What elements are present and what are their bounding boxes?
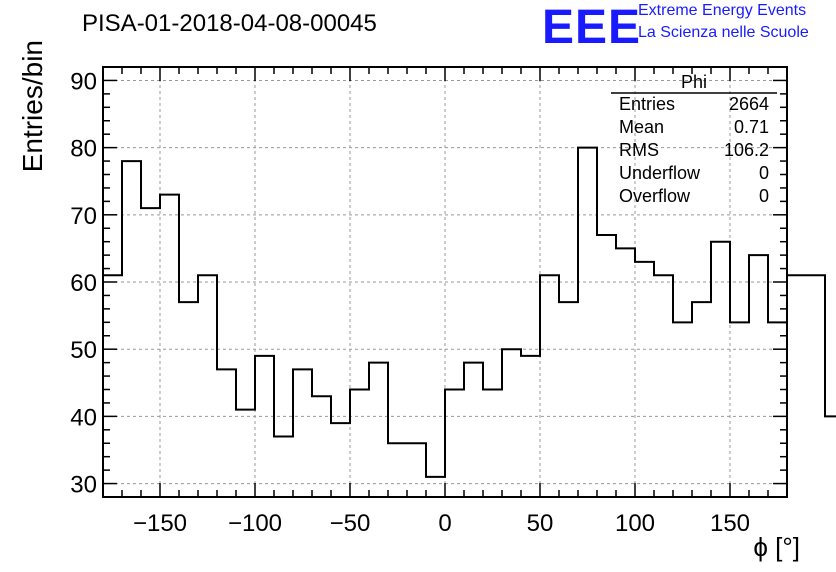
y-tick-label: 50 [70, 337, 97, 364]
histogram-bin [236, 410, 255, 497]
y-tick-label: 30 [70, 472, 97, 499]
stats-value: 2664 [729, 94, 769, 114]
histogram-bin [274, 437, 293, 497]
histogram-bin [122, 161, 141, 497]
stats-value: 0 [759, 163, 769, 183]
histogram-bin [502, 349, 521, 497]
histogram-bin [673, 322, 692, 497]
histogram-bin [464, 363, 483, 497]
histogram-bin [331, 423, 350, 497]
logo-line-2: La Scienza nelle Scuole [638, 24, 809, 41]
histogram-bin [825, 416, 836, 497]
stats-value: 0 [759, 186, 769, 206]
histogram-outline [102, 146, 836, 497]
chart-title: PISA-01-2018-04-08-00045 [82, 10, 377, 37]
histogram-bin [312, 396, 331, 497]
histogram-bin [749, 255, 768, 497]
histogram-bin [578, 148, 597, 497]
eee-logo: EEE [542, 1, 642, 54]
x-tick-label: 150 [710, 510, 750, 537]
y-tick-label: 60 [70, 270, 97, 297]
stats-label: Overflow [619, 186, 691, 206]
x-tick-label: −100 [228, 510, 282, 537]
histogram-bin [597, 235, 616, 497]
histogram-bin [179, 302, 198, 497]
y-tick-label: 80 [70, 136, 97, 163]
histogram-bin [787, 275, 806, 497]
stats-label: Entries [619, 94, 675, 114]
histogram-bin [293, 369, 312, 497]
y-tick-label: 70 [70, 203, 97, 230]
histogram-bin [806, 275, 825, 497]
x-axis-label: ϕ [°] [753, 532, 800, 562]
histogram-bin [217, 369, 236, 497]
x-tick-label: 0 [438, 510, 451, 537]
x-tick-label: 50 [527, 510, 554, 537]
histogram-bin [559, 302, 578, 497]
histogram-bin [654, 275, 673, 497]
x-tick-label: −150 [133, 510, 187, 537]
x-tick-label: −50 [330, 510, 371, 537]
x-tick-label: 100 [615, 510, 655, 537]
histogram-bin [711, 242, 730, 497]
y-tick-label: 40 [70, 404, 97, 431]
stats-name: Phi [681, 72, 707, 92]
histogram-bin [160, 195, 179, 497]
histogram-bin [521, 356, 540, 497]
histogram-bin [445, 390, 464, 498]
y-axis-label: Entries/bin [17, 40, 48, 172]
histogram-bin [388, 443, 407, 497]
logo-line-1: Extreme Energy Events [638, 2, 807, 19]
stats-value: 0.71 [734, 117, 769, 137]
histogram-bin [540, 275, 559, 497]
histogram-bin [692, 302, 711, 497]
histogram-bin [369, 363, 388, 497]
histogram-bin [407, 443, 426, 497]
histogram-bin [141, 208, 160, 497]
stats-label: RMS [619, 140, 659, 160]
stats-label: Mean [619, 117, 664, 137]
histogram-bin [730, 322, 749, 497]
histogram-bin [616, 248, 635, 497]
histogram-bin [635, 262, 654, 497]
histogram-bin [426, 477, 445, 497]
histogram-bin [350, 390, 369, 498]
y-tick-label: 90 [70, 68, 97, 95]
histogram-bin [483, 390, 502, 498]
histogram-bin [198, 275, 217, 497]
histogram-bin [255, 356, 274, 497]
stats-label: Underflow [619, 163, 701, 183]
stats-value: 106.2 [724, 140, 769, 160]
